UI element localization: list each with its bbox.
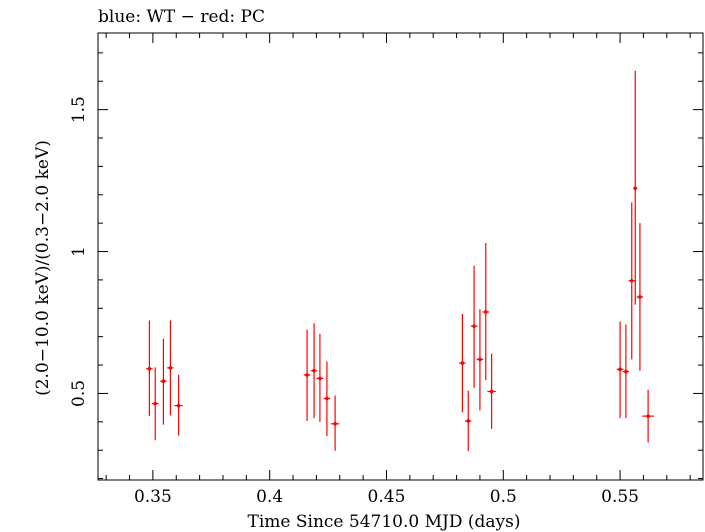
data-point [459,313,466,413]
data-point [476,309,484,411]
point-marker [618,367,622,372]
y-tick-label: 1.5 [69,96,89,123]
point-marker [161,379,166,384]
data-point [636,223,644,371]
data-point [151,367,159,441]
data-point [146,320,153,417]
y-tick-label: 1 [69,246,89,257]
point-marker [318,376,322,381]
point-marker [472,324,476,328]
point-marker [325,396,329,401]
point-marker [646,414,650,418]
axis-ticks: 0.35 0.4 0.45 0.5 0.55 0.5 1 1.5 [69,33,703,507]
x-tick-label: 0.4 [256,487,283,507]
data-point [174,374,183,436]
point-marker [633,186,638,191]
data-points [146,70,654,452]
y-axis-label: (2.0−10.0 keV)/(0.3−2.0 keV) [33,140,53,396]
data-point [310,323,318,419]
data-point [482,243,490,381]
point-marker [478,357,482,362]
point-marker [638,295,642,299]
chart-title: blue: WT − red: PC [98,7,265,27]
data-point [470,265,478,388]
data-point [464,390,472,452]
data-point [160,338,167,425]
point-marker [312,368,316,373]
data-point [642,389,654,443]
data-point [628,202,636,360]
data-point [303,329,311,421]
point-marker [153,401,158,406]
point-marker [333,422,337,426]
point-marker [489,389,494,394]
data-point [622,324,630,419]
x-axis-label: Time Since 54710.0 MJD (days) [248,512,521,532]
data-point [167,320,174,416]
data-point [487,353,496,429]
y-tick-label: 0.5 [69,380,89,407]
point-marker [483,310,488,314]
point-marker [305,373,309,377]
point-marker [168,366,173,370]
point-marker [147,366,152,371]
x-tick-label: 0.35 [134,487,172,507]
x-tick-label: 0.55 [601,487,639,507]
data-point [316,333,324,422]
point-marker [466,419,471,423]
x-tick-label: 0.5 [490,487,517,507]
point-marker [460,361,465,365]
plot-frame [97,32,704,481]
point-marker [629,278,634,283]
data-point [323,361,331,437]
point-marker [176,403,181,408]
data-point [330,395,340,451]
data-point [616,321,624,419]
point-marker [624,369,628,374]
data-point [633,70,638,305]
x-tick-label: 0.45 [368,487,406,507]
